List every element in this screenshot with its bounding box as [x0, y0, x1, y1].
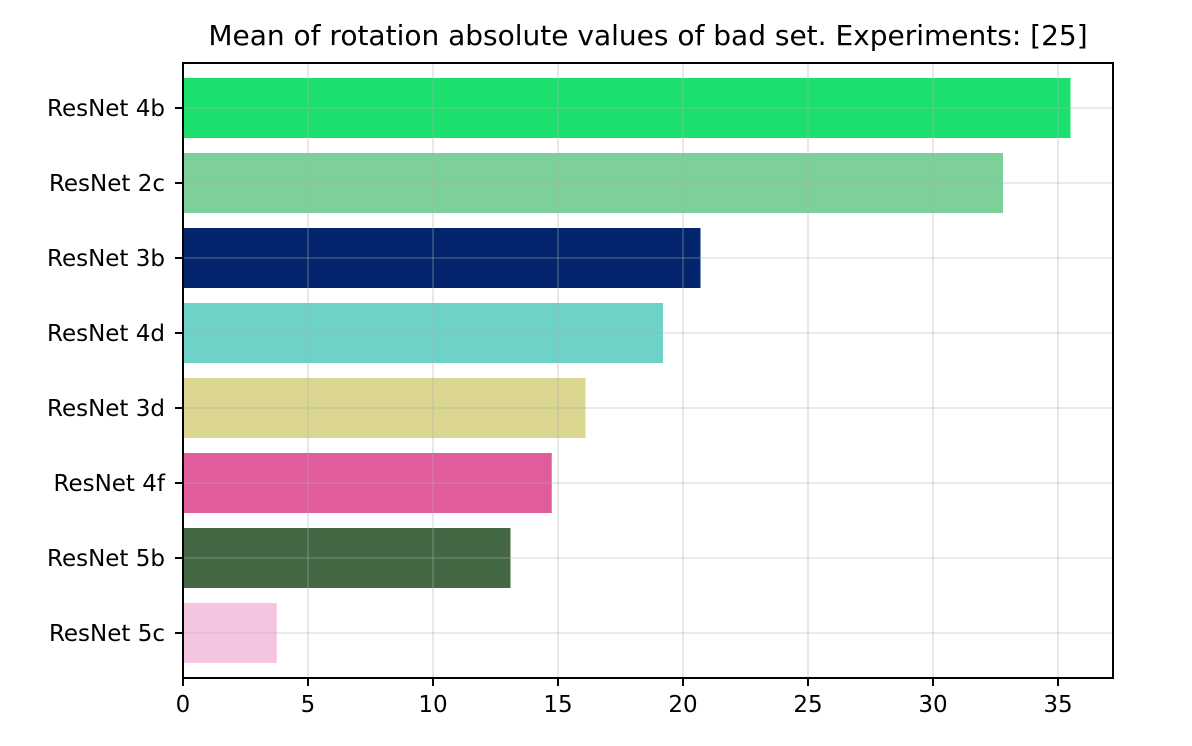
bars [183, 78, 1071, 663]
x-tick-label: 15 [543, 692, 572, 718]
bar-resnet-4b [183, 78, 1071, 138]
bar-resnet-3d [183, 378, 586, 438]
bar-resnet-4d [183, 303, 663, 363]
y-tick-label: ResNet 4d [47, 321, 165, 347]
bar-resnet-5c [183, 603, 277, 663]
x-tick-label: 20 [668, 692, 697, 718]
y-tick-label: ResNet 4b [47, 96, 165, 122]
bar-resnet-2c [183, 153, 1003, 213]
y-tick-label: ResNet 5b [47, 546, 165, 572]
plot-area-frame [182, 62, 1114, 679]
y-tick-label: ResNet 2c [49, 171, 165, 197]
x-tick-label: 5 [301, 692, 316, 718]
y-tick-label: ResNet 4f [54, 471, 166, 497]
chart-title: Mean of rotation absolute values of bad … [208, 19, 1087, 52]
bar-resnet-4f [183, 453, 552, 513]
y-tick-label: ResNet 3d [47, 396, 165, 422]
y-axis: ResNet 4b ResNet 2c ResNet 3b ResNet 4d ResN… [47, 96, 183, 647]
y-tick-label: ResNet 5c [49, 621, 165, 647]
x-tick-label: 30 [918, 692, 947, 718]
bar-resnet-3b [183, 228, 701, 288]
x-tick-label: 0 [176, 692, 191, 718]
bar-resnet-5b [183, 528, 511, 588]
x-tick-label: 10 [418, 692, 447, 718]
y-tick-label: ResNet 3b [47, 246, 165, 272]
x-tick-label: 35 [1043, 692, 1072, 718]
x-tick-label: 25 [793, 692, 822, 718]
x-axis: 0 5 10 15 20 25 30 35 [176, 678, 1073, 718]
